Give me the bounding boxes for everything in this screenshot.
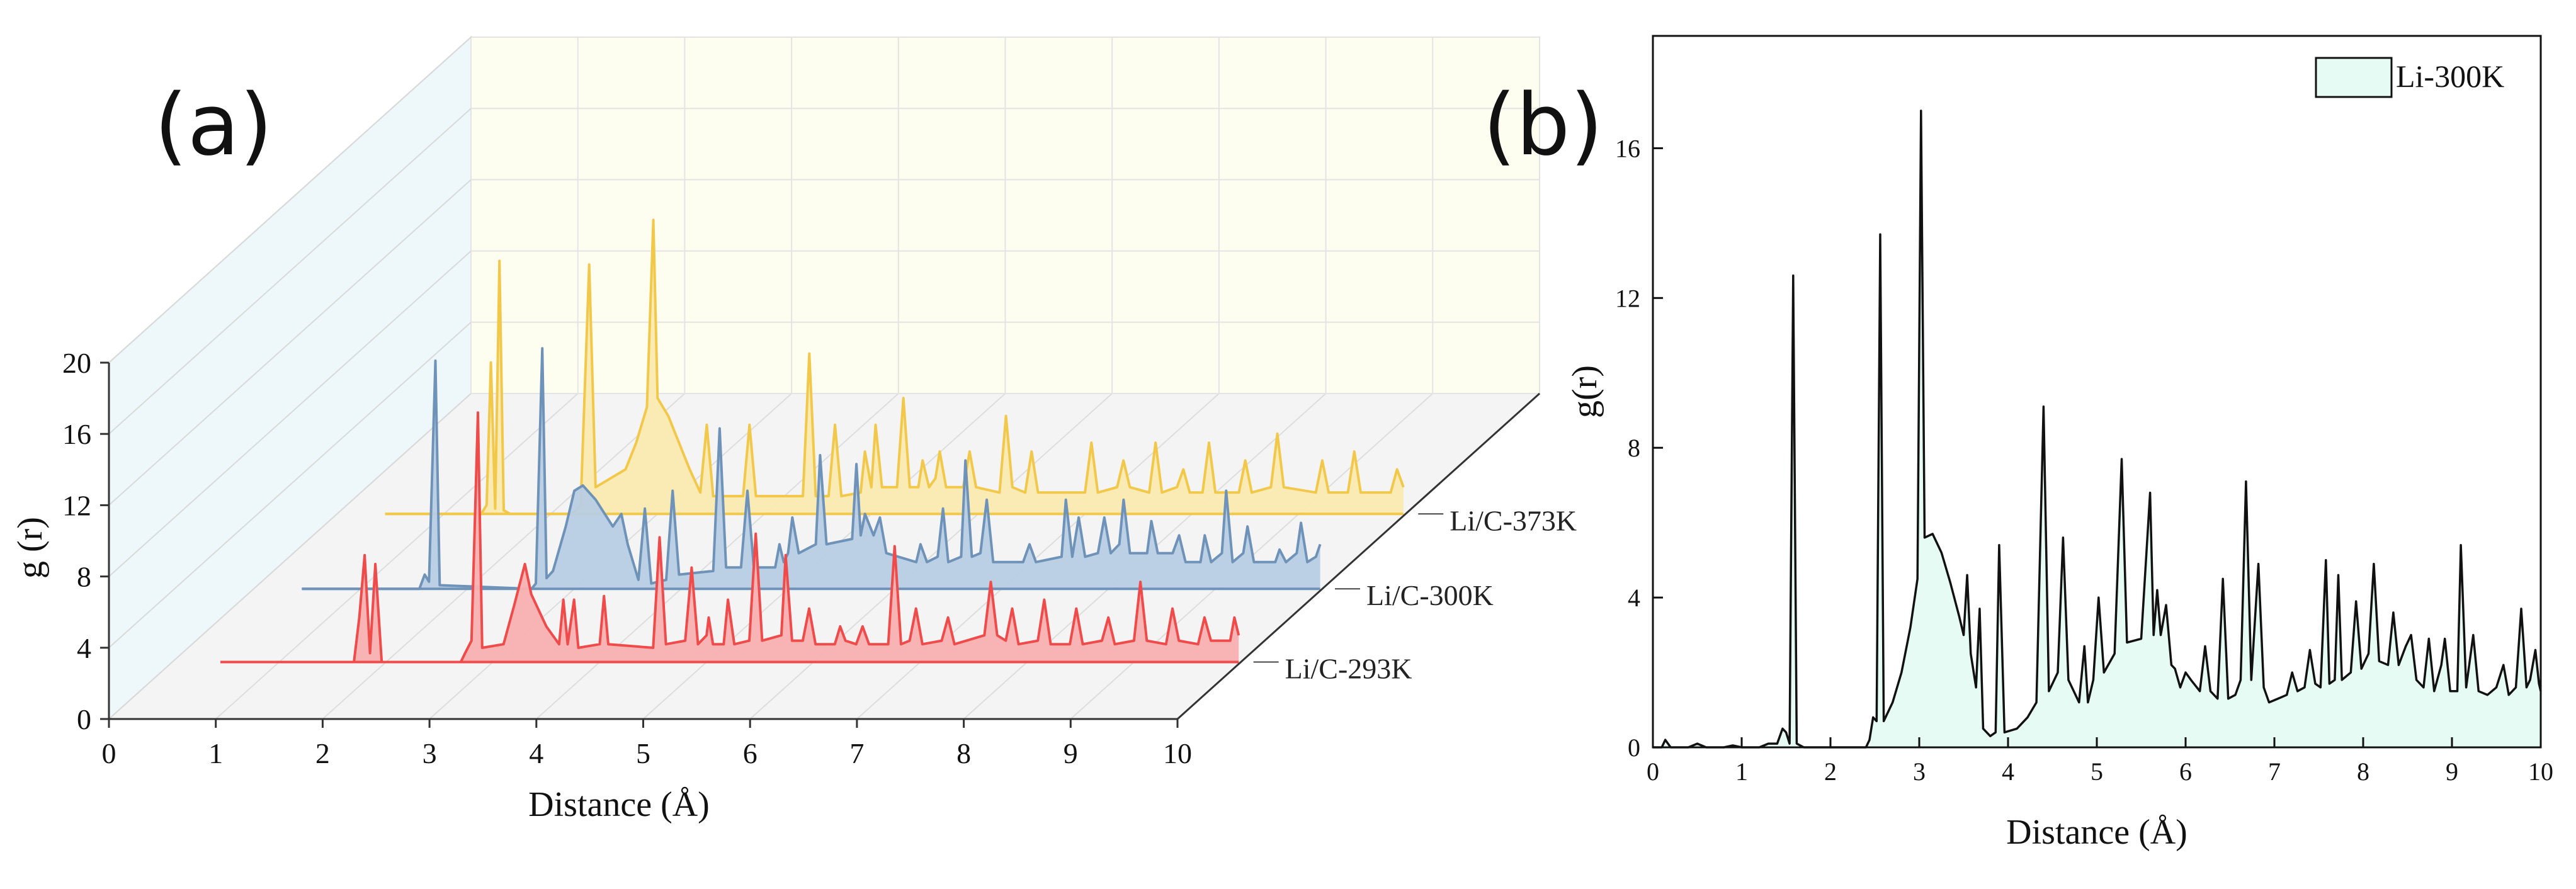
y-tick-label: 0 — [1628, 733, 1640, 762]
left-wall-grid-line — [108, 37, 472, 363]
series-area — [302, 348, 1320, 589]
x-tick-label: 1 — [208, 737, 223, 769]
x-tick-label: 5 — [2091, 757, 2103, 786]
x-tick-label: 6 — [743, 737, 757, 769]
series-line — [385, 218, 1405, 516]
y-tick-label: 4 — [1628, 584, 1640, 612]
y-tick-label: 12 — [62, 489, 91, 521]
series-area — [220, 412, 1239, 662]
series-area — [1653, 110, 2541, 747]
x-tick-label: 2 — [1824, 757, 1837, 786]
y-tick-label: 8 — [1628, 434, 1640, 462]
floor-grid-line — [749, 393, 1113, 720]
panel-b-x-axis-label: Distance (Å) — [2006, 813, 2187, 852]
series-label: Li/C-373K — [1450, 504, 1577, 536]
y-tick-label: 20 — [62, 347, 91, 379]
panel-a-walls — [108, 35, 1540, 721]
x-tick-label: 9 — [2446, 757, 2458, 786]
left-wall-grid-line — [108, 322, 472, 648]
panel-b-y-axis-label: g(r) — [1565, 365, 1604, 418]
x-tick-label: 0 — [1647, 757, 1659, 786]
floor-grid-line — [322, 393, 686, 720]
panel-b-label: (b) — [1483, 76, 1603, 174]
x-tick-label: 10 — [2528, 757, 2553, 786]
x-tick-label: 7 — [2268, 757, 2281, 786]
left-wall-grid-line — [108, 250, 472, 577]
y-tick-label: 16 — [1615, 134, 1640, 162]
series-line — [220, 411, 1240, 664]
x-tick-label: 3 — [423, 737, 437, 769]
y-tick-label: 8 — [77, 561, 91, 593]
x-tick-label: 8 — [2357, 757, 2369, 786]
x-tick-label: 4 — [529, 737, 543, 769]
legend-label: Li-300K — [2396, 59, 2504, 94]
series-li-c-373k: Li/C-373K — [385, 218, 1577, 536]
series-area — [385, 220, 1404, 514]
x-tick-label: 9 — [1064, 737, 1078, 769]
left-wall-grid-line — [108, 179, 472, 506]
x-tick-label: 0 — [102, 737, 116, 769]
floor-grid-line — [215, 393, 579, 720]
panel-a-series: Li/C-373K Li/C-300K Li/C-293K — [220, 218, 1577, 685]
left-wall-grid-line — [108, 108, 472, 434]
x-tick-label: 2 — [315, 737, 330, 769]
depth-axis-line — [1176, 392, 1541, 720]
y-tick-label: 12 — [1615, 284, 1640, 312]
x-tick-label: 5 — [636, 737, 650, 769]
x-tick-label: 8 — [956, 737, 971, 769]
series-line — [302, 347, 1322, 591]
x-tick-label: 7 — [849, 737, 864, 769]
panel-a-y-axis-label: g (r) — [11, 517, 50, 579]
series-li-c-300k: Li/C-300K — [302, 347, 1494, 611]
panel-a-x-axis-label: Distance (Å) — [528, 785, 710, 824]
y-tick-label: 4 — [77, 632, 91, 664]
left-wall-grid-line — [108, 393, 472, 720]
y-tick-label: 16 — [62, 418, 91, 450]
x-tick-label: 4 — [2002, 757, 2014, 786]
legend-swatch — [2315, 57, 2393, 98]
series-li-c-293k: Li/C-293K — [220, 411, 1412, 685]
x-tick-label: 1 — [1735, 757, 1748, 786]
floor-grid-line — [856, 393, 1220, 720]
panel-a-label: (a) — [154, 76, 273, 174]
series-label: Li/C-300K — [1366, 579, 1494, 611]
y-tick-label: 0 — [77, 703, 91, 735]
panel-b-series — [1653, 110, 2542, 749]
panel-b-legend: Li-300K — [2315, 57, 2504, 98]
x-tick-label: 6 — [2179, 757, 2192, 786]
series-label: Li/C-293K — [1285, 653, 1412, 685]
series-li-300k — [1653, 110, 2542, 749]
series-line — [1653, 110, 2542, 749]
x-tick-label: 3 — [1913, 757, 1926, 786]
x-tick-label: 10 — [1163, 737, 1192, 769]
